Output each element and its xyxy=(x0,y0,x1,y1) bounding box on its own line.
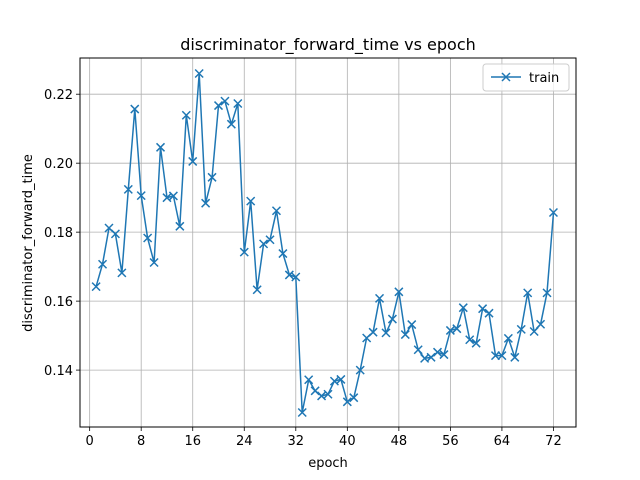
y-tick-label: 0.22 xyxy=(44,88,73,103)
data-point-marker xyxy=(471,338,481,348)
data-point-marker xyxy=(342,397,352,407)
data-point-marker xyxy=(91,282,101,292)
grid xyxy=(80,58,576,427)
data-point-marker xyxy=(175,221,185,231)
data-point-marker xyxy=(233,98,243,109)
data-point-marker xyxy=(336,374,346,384)
data-point-marker xyxy=(213,101,224,111)
x-tick-label: 0 xyxy=(86,434,94,449)
y-tick-label: 0.16 xyxy=(44,295,73,310)
data-point-marker xyxy=(510,352,520,362)
x-tick-label: 24 xyxy=(236,434,253,449)
data-point-marker xyxy=(226,119,236,129)
legend-box xyxy=(482,63,570,92)
data-point-marker xyxy=(536,319,546,329)
data-point-marker xyxy=(259,239,269,249)
data-point-marker xyxy=(220,96,230,106)
legend-label-train: train xyxy=(529,71,559,86)
data-point-marker xyxy=(387,314,397,324)
x-tick-label: 56 xyxy=(442,434,459,449)
x-tick-label: 16 xyxy=(184,434,201,449)
data-point-marker xyxy=(529,326,539,337)
data-point-marker xyxy=(355,365,365,375)
x-tick-label: 32 xyxy=(288,434,305,449)
data-point-marker xyxy=(548,207,558,218)
data-point-marker xyxy=(432,347,443,357)
data-point-marker xyxy=(426,352,436,362)
legend: train xyxy=(482,63,570,92)
data-point-marker xyxy=(445,325,455,335)
x-tick-label: 48 xyxy=(391,434,408,449)
data-point-marker xyxy=(98,259,108,269)
data-point-marker xyxy=(136,191,146,201)
x-tick-label: 40 xyxy=(339,434,356,449)
data-point-marker xyxy=(117,268,127,278)
data-point-marker xyxy=(329,376,339,386)
data-point-marker xyxy=(523,288,533,298)
data-point-marker xyxy=(439,350,449,360)
x-tick-label: 72 xyxy=(545,434,562,449)
data-point-marker xyxy=(407,320,417,330)
data-point-marker xyxy=(284,270,294,280)
data-point-marker xyxy=(458,303,468,313)
data-point-marker xyxy=(168,191,178,201)
data-point-marker xyxy=(478,304,488,314)
data-point-marker xyxy=(291,272,301,282)
data-point-marker xyxy=(310,386,320,396)
y-tick-label: 0.20 xyxy=(44,157,73,172)
axes-frame xyxy=(79,57,577,428)
data-point-marker xyxy=(297,407,307,418)
data-point-marker xyxy=(207,172,217,182)
data-point-marker xyxy=(143,233,153,243)
data-point-marker xyxy=(503,333,513,343)
y-tick-label: 0.14 xyxy=(44,364,73,379)
data-point-marker xyxy=(413,345,423,355)
data-point-marker xyxy=(394,287,404,297)
data-point-marker xyxy=(155,142,166,152)
ticks: 0 8 16 24 32 40 48 56 64 72 0.14 0.16 0.18 0.20 0.22 xyxy=(44,88,562,449)
data-point-marker xyxy=(317,391,327,401)
data-point-marker xyxy=(400,330,410,340)
data-point-marker xyxy=(246,196,256,206)
data-point-marker xyxy=(381,328,391,338)
data-point-marker xyxy=(542,288,552,298)
data-point-marker xyxy=(304,375,314,385)
data-point-marker xyxy=(162,193,172,203)
x-tick-label: 8 xyxy=(137,434,145,449)
data-point-marker xyxy=(239,247,249,257)
data-point-marker xyxy=(252,285,262,295)
chart-title: discriminator_forward_time vs epoch xyxy=(180,35,476,55)
data-point-marker xyxy=(149,257,159,268)
data-point-marker xyxy=(278,249,288,259)
legend-marker-x-icon xyxy=(501,72,511,82)
data-point-marker xyxy=(271,206,281,216)
x-axis-label: epoch xyxy=(308,456,348,471)
y-axis-label: discriminator_forward_time xyxy=(21,154,36,332)
data-point-marker xyxy=(484,308,494,318)
data-point-marker xyxy=(452,324,462,334)
data-point-marker xyxy=(194,68,204,79)
data-point-marker xyxy=(349,393,359,403)
data-point-marker xyxy=(181,110,191,120)
data-point-marker xyxy=(516,324,526,334)
data-point-marker xyxy=(497,351,507,361)
data-point-marker xyxy=(375,293,385,303)
data-point-marker xyxy=(323,389,333,399)
series-layer xyxy=(91,68,558,418)
data-point-marker xyxy=(188,156,198,166)
data-point-marker xyxy=(368,327,378,337)
data-point-marker xyxy=(490,351,501,361)
data-point-marker xyxy=(110,229,120,239)
data-point-marker xyxy=(130,104,140,114)
data-point-marker xyxy=(201,198,211,208)
x-tick-label: 64 xyxy=(494,434,511,449)
data-point-marker xyxy=(265,235,275,245)
data-point-marker xyxy=(465,335,475,345)
data-point-marker xyxy=(123,184,133,194)
y-tick-label: 0.18 xyxy=(44,226,73,241)
